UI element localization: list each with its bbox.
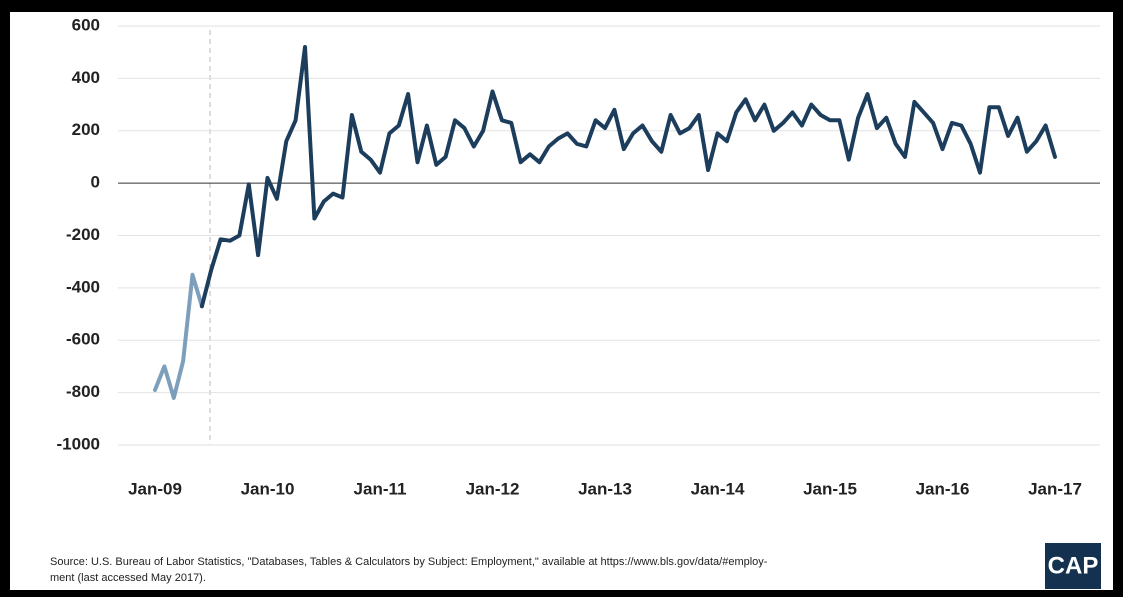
- y-tick-label: 0: [91, 173, 100, 192]
- y-tick-label: -400: [66, 277, 100, 296]
- x-tick-label: Jan-09: [128, 479, 182, 498]
- canvas: [10, 12, 1113, 590]
- x-tick-label: Jan-10: [241, 479, 295, 498]
- x-tick-label: Jan-13: [578, 479, 632, 498]
- y-tick-label: -200: [66, 225, 100, 244]
- y-tick-label: -800: [66, 382, 100, 401]
- x-tick-label: Jan-16: [916, 479, 970, 498]
- x-tick-label: Jan-15: [803, 479, 857, 498]
- y-tick-label: 200: [72, 120, 100, 139]
- y-tick-label: 400: [72, 68, 100, 87]
- x-tick-label: Jan-17: [1028, 479, 1082, 498]
- y-tick-label: 600: [72, 15, 100, 34]
- series-line: [199, 45, 1057, 309]
- x-tick-label: Jan-12: [466, 479, 520, 498]
- source-line: ment (last accessed May 2017).: [50, 572, 206, 584]
- y-tick-label: -1000: [57, 434, 100, 453]
- source-line: Source: U.S. Bureau of Labor Statistics,…: [50, 556, 768, 568]
- x-tick-label: Jan-11: [354, 479, 407, 498]
- series-line: [153, 272, 204, 400]
- logo-box: [1045, 543, 1101, 589]
- logo: CAP: [1048, 552, 1099, 579]
- y-tick-label: -600: [66, 330, 100, 349]
- x-tick-label: Jan-14: [691, 479, 745, 498]
